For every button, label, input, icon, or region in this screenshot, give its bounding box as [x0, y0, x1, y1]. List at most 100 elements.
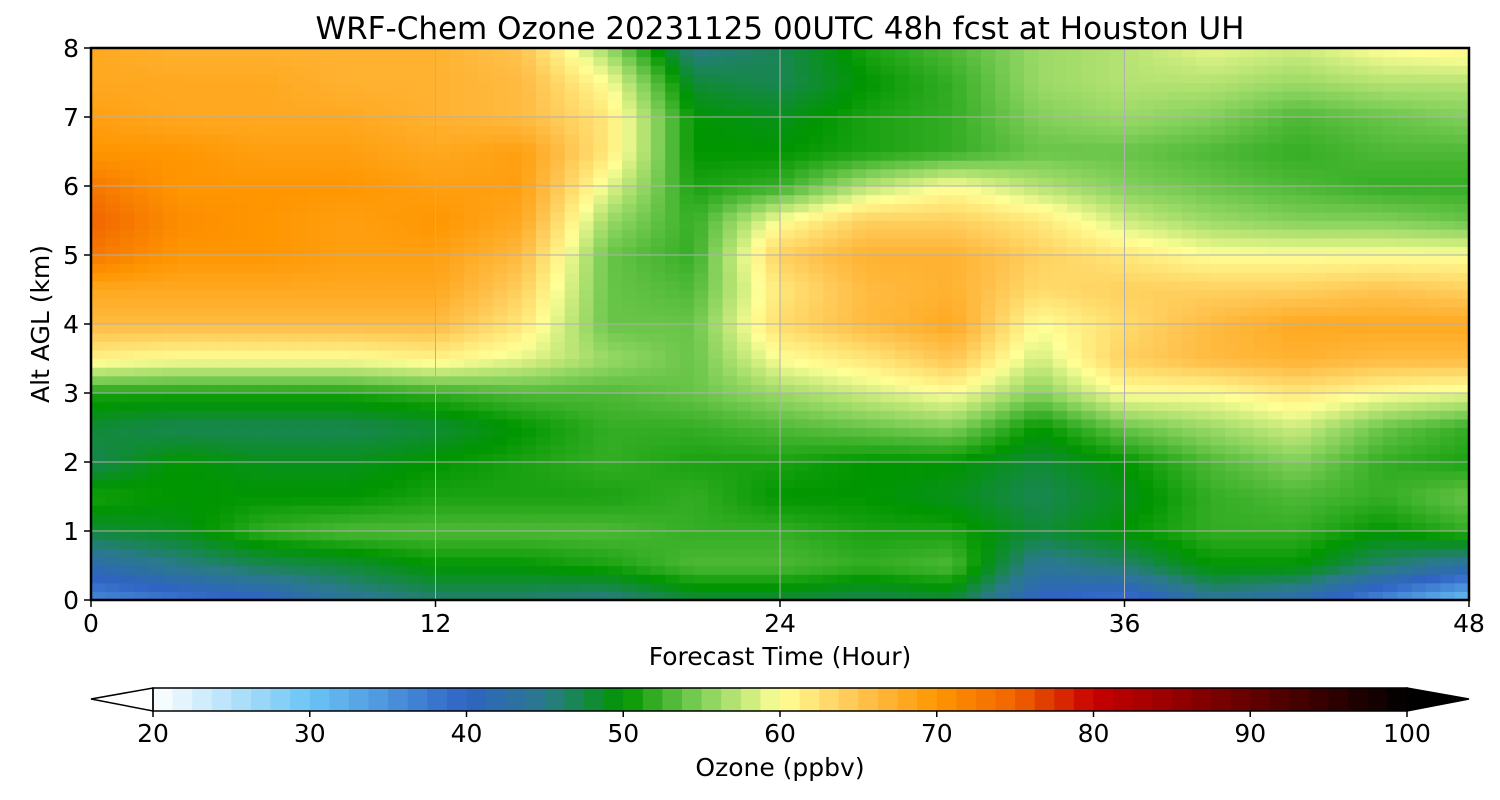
- heatmap-cell: [177, 306, 193, 316]
- heatmap-cell: [1024, 255, 1039, 265]
- heatmap-cell: [134, 289, 150, 299]
- heatmap-cell: [837, 462, 853, 472]
- heatmap-cell: [105, 349, 121, 360]
- heatmap-cell: [306, 427, 322, 437]
- heatmap-cell: [277, 462, 293, 472]
- heatmap-cell: [1368, 582, 1384, 592]
- heatmap-cell: [894, 539, 910, 549]
- heatmap-cell: [1339, 565, 1355, 575]
- heatmap-cell: [205, 436, 221, 446]
- heatmap-cell: [1282, 358, 1298, 368]
- heatmap-cell: [521, 315, 537, 325]
- heatmap-cell: [579, 358, 594, 368]
- heatmap-cell: [492, 531, 508, 541]
- heatmap-cell: [535, 453, 551, 463]
- heatmap-cell: [665, 401, 681, 411]
- heatmap-cell: [220, 203, 236, 213]
- heatmap-cell: [837, 393, 853, 403]
- heatmap-cell: [1210, 177, 1226, 187]
- heatmap-cell: [478, 513, 494, 523]
- heatmap-cell: [1138, 237, 1154, 247]
- heatmap-cell: [1124, 505, 1140, 515]
- heatmap-cell: [1196, 393, 1212, 403]
- heatmap-cell: [780, 168, 795, 178]
- heatmap-cell: [162, 487, 178, 498]
- heatmap-cell: [191, 246, 207, 256]
- heatmap-cell: [263, 168, 279, 178]
- heatmap-cell: [1382, 436, 1398, 446]
- heatmap-cell: [1224, 315, 1240, 325]
- heatmap-cell: [708, 203, 724, 213]
- heatmap-cell: [1339, 591, 1355, 601]
- heatmap-cell: [937, 496, 953, 506]
- heatmap-cell: [1181, 582, 1197, 592]
- heatmap-cell: [191, 255, 207, 265]
- heatmap-cell: [134, 539, 150, 549]
- heatmap-cell: [277, 401, 293, 411]
- heatmap-cell: [91, 211, 106, 222]
- heatmap-cell: [335, 272, 350, 282]
- heatmap-cell: [866, 186, 882, 196]
- heatmap-cell: [780, 531, 795, 541]
- heatmap-cell: [1224, 436, 1240, 446]
- heatmap-cell: [263, 513, 279, 523]
- heatmap-cell: [780, 470, 795, 480]
- heatmap-cell: [736, 574, 752, 584]
- heatmap-cell: [1124, 565, 1140, 575]
- heatmap-cell: [1239, 298, 1255, 308]
- heatmap-cell: [205, 410, 221, 420]
- heatmap-cell: [1153, 229, 1169, 239]
- heatmap-cell: [478, 479, 494, 489]
- heatmap-cell: [1397, 513, 1413, 523]
- heatmap-cell: [995, 229, 1011, 239]
- heatmap-cell: [392, 177, 408, 187]
- heatmap-cell: [320, 436, 336, 446]
- heatmap-cell: [751, 479, 767, 489]
- heatmap-cell: [622, 470, 638, 480]
- heatmap-cell: [134, 522, 150, 532]
- heatmap-cell: [550, 237, 566, 247]
- heatmap-cell: [1196, 280, 1212, 291]
- heatmap-cell: [622, 462, 638, 472]
- heatmap-cell: [1196, 168, 1212, 178]
- heatmap-cell: [1153, 246, 1169, 256]
- heatmap-cell: [593, 470, 609, 480]
- heatmap-cell: [1239, 453, 1255, 463]
- heatmap-cell: [363, 436, 379, 446]
- heatmap-cell: [521, 246, 537, 256]
- heatmap-cell: [306, 220, 322, 230]
- heatmap-cell: [722, 367, 738, 377]
- heatmap-cell: [91, 470, 106, 480]
- heatmap-cell: [1038, 255, 1054, 265]
- heatmap-cell: [1296, 470, 1312, 480]
- heatmap-cell: [880, 272, 896, 282]
- heatmap-cell: [392, 151, 408, 161]
- heatmap-cell: [507, 591, 523, 601]
- heatmap-cell: [636, 332, 652, 342]
- heatmap-cell: [1138, 410, 1154, 420]
- heatmap-cell: [894, 531, 910, 541]
- heatmap-cell: [780, 220, 795, 230]
- heatmap-cell: [335, 332, 350, 342]
- heatmap-cell: [1354, 531, 1370, 541]
- heatmap-cell: [679, 246, 695, 256]
- heatmap-cell: [1454, 427, 1470, 437]
- heatmap-cell: [392, 427, 408, 437]
- heatmap-cell: [392, 280, 408, 291]
- heatmap-cell: [1067, 168, 1083, 178]
- heatmap-cell: [320, 315, 336, 325]
- heatmap-cell: [306, 246, 322, 256]
- heatmap-cell: [1038, 358, 1054, 368]
- heatmap-cell: [1368, 289, 1384, 299]
- heatmap-cell: [693, 375, 709, 385]
- heatmap-cell: [736, 315, 752, 325]
- heatmap-cell: [478, 272, 494, 282]
- heatmap-cell: [823, 470, 839, 480]
- heatmap-cell: [1210, 418, 1226, 429]
- heatmap-cell: [1425, 375, 1441, 385]
- heatmap-cell: [923, 306, 939, 316]
- heatmap-cell: [1210, 496, 1226, 506]
- heatmap-cell: [148, 237, 164, 247]
- heatmap-cell: [1239, 306, 1255, 316]
- heatmap-cell: [291, 272, 307, 282]
